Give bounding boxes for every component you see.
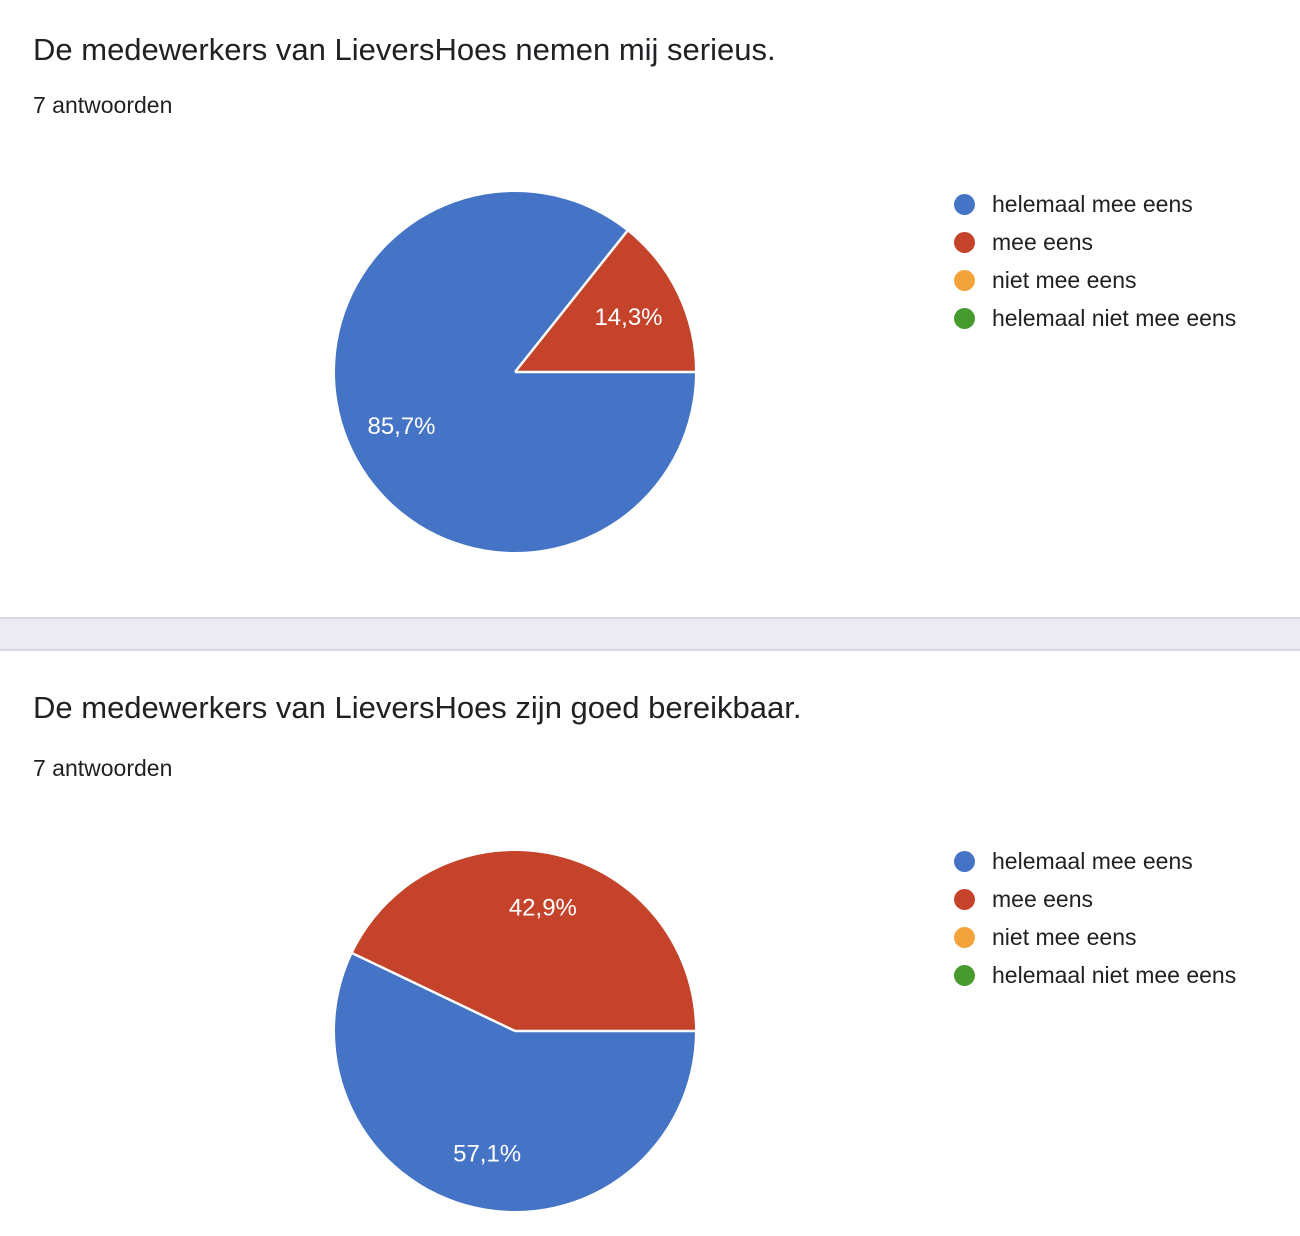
legend-color-dot — [954, 308, 975, 329]
legend-item-label: helemaal niet mee eens — [992, 305, 1237, 331]
answers-count: 7 antwoorden — [33, 92, 173, 118]
pie-slice[interactable] — [515, 231, 695, 372]
pie-chart: 85,7% 14,3% — [334, 191, 696, 553]
legend-item-label: helemaal mee eens — [992, 848, 1193, 874]
legend-item-label: mee eens — [992, 229, 1094, 255]
legend-item-label: helemaal niet mee eens — [992, 962, 1237, 988]
legend-color-dot — [954, 194, 975, 215]
legend-item-label: niet mee eens — [992, 924, 1137, 950]
legend-item-label: niet mee eens — [992, 267, 1137, 293]
question-title: De medewerkers van LieversHoes nemen mij… — [33, 32, 776, 67]
slice-percentage-label: 85,7% — [367, 413, 435, 440]
legend-item: niet mee eens — [954, 924, 1236, 950]
legend-item: helemaal niet mee eens — [954, 305, 1237, 331]
pie-slice[interactable] — [352, 850, 695, 1031]
slice-divider-line — [514, 230, 629, 373]
legend: helemaal mee eens mee eens niet mee eens he… — [954, 848, 1237, 1003]
slice-divider-line — [352, 952, 516, 1033]
legend-item: mee eens — [954, 229, 1236, 255]
legend-color-dot — [954, 851, 975, 872]
legend-item: niet mee eens — [954, 267, 1236, 293]
question-card-1: De medewerkers van LieversHoes nemen mij… — [0, 0, 1300, 617]
section-divider — [0, 617, 1300, 651]
legend-color-dot — [954, 965, 975, 986]
question-title: De medewerkers van LieversHoes zijn goed… — [33, 690, 802, 725]
answers-count: 7 antwoorden — [33, 755, 173, 781]
slice-percentage-label: 42,9% — [509, 895, 577, 922]
pie-chart: 57,1% 42,9% — [334, 850, 696, 1212]
legend-color-dot — [954, 889, 975, 910]
legend-color-dot — [954, 927, 975, 948]
legend-item: helemaal niet mee eens — [954, 962, 1237, 988]
question-card-2: De medewerkers van LieversHoes zijn goed… — [0, 651, 1300, 1236]
slice-percentage-label: 14,3% — [594, 304, 662, 331]
legend: helemaal mee eens mee eens niet mee eens he… — [954, 191, 1237, 346]
legend-item: helemaal mee eens — [954, 848, 1236, 874]
legend-item-label: helemaal mee eens — [992, 191, 1193, 217]
legend-color-dot — [954, 270, 975, 291]
pie-slice[interactable] — [335, 953, 695, 1211]
legend-color-dot — [954, 232, 975, 253]
legend-item: mee eens — [954, 886, 1236, 912]
slice-percentage-label: 57,1% — [453, 1140, 521, 1167]
legend-item: helemaal mee eens — [954, 191, 1236, 217]
legend-item-label: mee eens — [992, 886, 1094, 912]
